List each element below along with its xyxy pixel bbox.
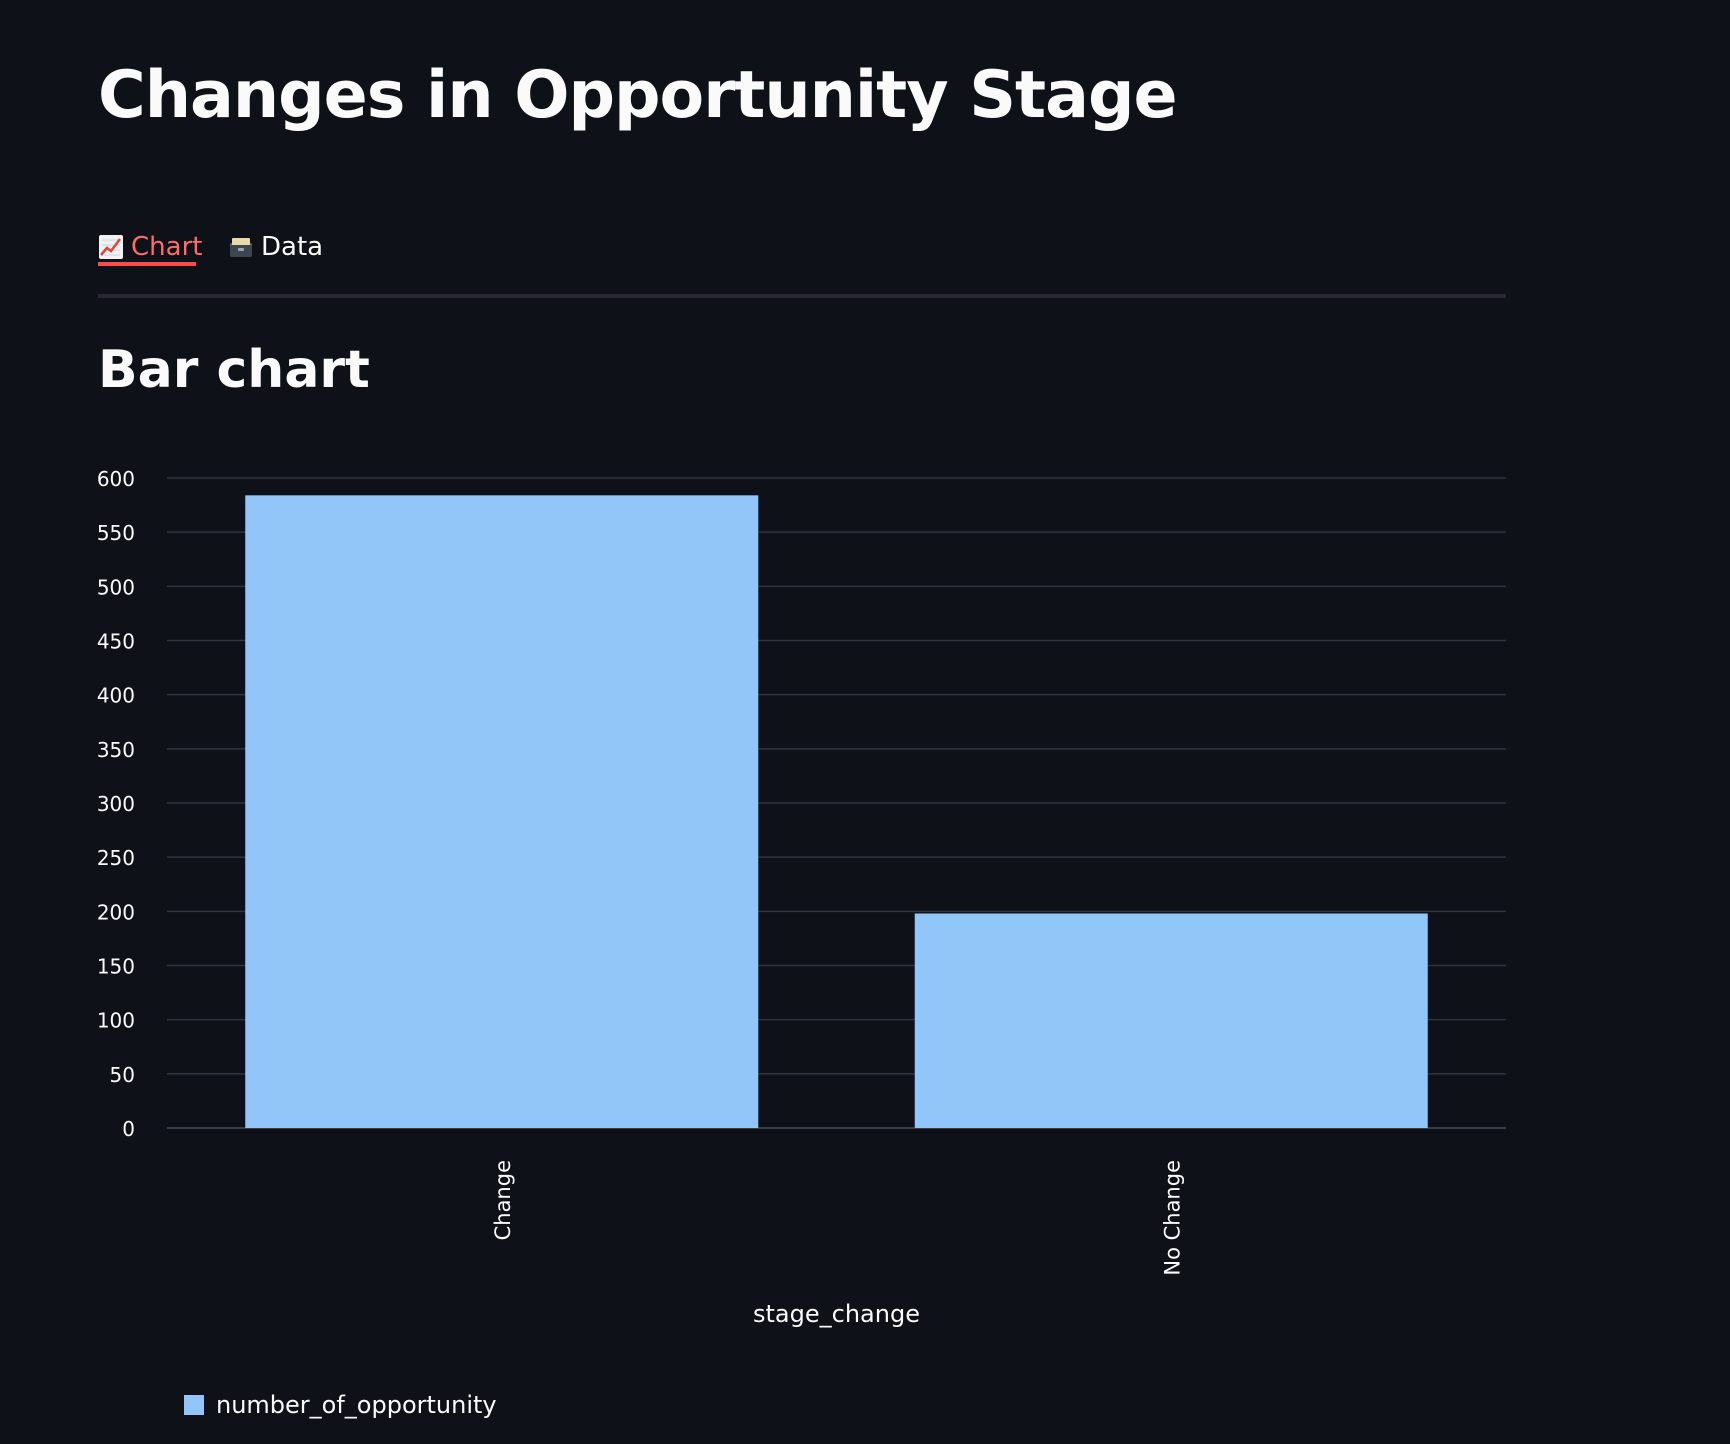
tab-data-label: Data — [261, 232, 324, 262]
page-title: Changes in Opportunity Stage — [98, 58, 1178, 133]
y-tick-label: 150 — [97, 955, 135, 979]
y-tick-label: 350 — [97, 738, 135, 762]
card-file-box-icon — [230, 238, 252, 257]
tab-data[interactable]: Data — [228, 232, 323, 262]
bar — [914, 913, 1428, 1128]
bar — [245, 495, 759, 1128]
y-tick-label: 450 — [97, 630, 135, 654]
tab-chart-label: Chart — [131, 232, 203, 262]
legend-label: number_of_opportunity — [216, 1391, 497, 1419]
y-tick-label: 550 — [97, 521, 135, 545]
y-tick-label: 600 — [97, 467, 135, 491]
y-tick-label: 400 — [97, 684, 135, 708]
y-tick-label: 250 — [97, 846, 135, 870]
x-tick-label: Change — [491, 1160, 515, 1240]
x-axis-title: stage_change — [753, 1300, 920, 1328]
y-tick-label: 200 — [97, 900, 135, 924]
bar-chart: 0 50 100 150 200 250 300 350 400 450 500 550 600 Chan… — [0, 440, 1730, 1444]
active-tab-indicator — [98, 262, 196, 266]
y-tick-label: 100 — [97, 1009, 135, 1033]
chart-increasing-icon — [99, 235, 123, 259]
y-tick-label: 0 — [122, 1117, 135, 1141]
tab-chart[interactable]: Chart — [98, 232, 203, 266]
y-tick-label: 500 — [97, 575, 135, 599]
section-title: Bar chart — [98, 340, 370, 400]
y-tick-label: 300 — [97, 792, 135, 816]
bar-chart-svg: 0 50 100 150 200 250 300 350 400 450 500 550 600 Chan… — [97, 467, 1506, 1419]
x-tick-label: No Change — [1160, 1160, 1184, 1276]
tab-bar: Chart Data — [98, 226, 1506, 298]
legend-swatch — [184, 1395, 204, 1415]
y-tick-label: 50 — [110, 1063, 135, 1087]
